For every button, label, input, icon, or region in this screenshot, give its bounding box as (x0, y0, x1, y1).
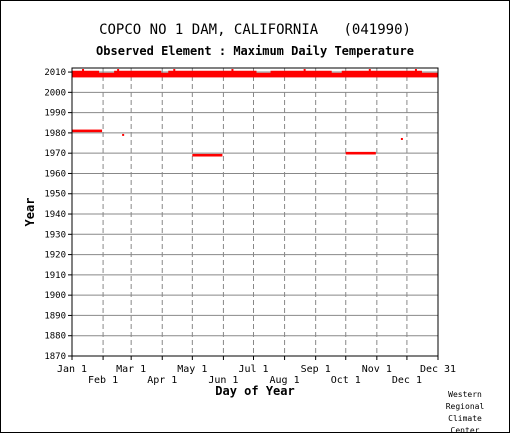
y-tick-label: 1920 (44, 251, 66, 261)
y-tick-label: 1880 (44, 332, 66, 342)
x-tick-label: Dec 1 (392, 375, 422, 386)
x-tick-label: Aug 1 (270, 375, 300, 386)
credit-block: Western Regional Climate Center (435, 389, 495, 433)
y-tick-label: 1990 (44, 109, 66, 119)
y-tick-label: 1940 (44, 210, 66, 220)
x-tick-label: Nov 1 (362, 364, 392, 375)
x-tick-label: Dec 31 (420, 364, 456, 375)
credit-line: Climate (448, 414, 482, 423)
x-tick-label: Oct 1 (331, 375, 361, 386)
y-axis-label: Year (23, 198, 37, 227)
plot-area-border (71, 67, 439, 357)
x-tick-label: May 1 (177, 364, 207, 375)
y-tick-label: 1910 (44, 271, 66, 281)
credit-line: Western (448, 390, 482, 399)
x-tick-label: Mar 1 (116, 364, 146, 375)
x-tick-label: Jun 1 (208, 375, 238, 386)
x-tick-label: Sep 1 (301, 364, 331, 375)
data-point (400, 137, 403, 140)
y-tick-label: 1930 (44, 230, 66, 240)
y-tick-label: 1870 (44, 352, 66, 362)
data-segment (72, 74, 438, 78)
y-tick-label: 1890 (44, 311, 66, 321)
chart-subtitle: Observed Element : Maximum Daily Tempera… (96, 44, 414, 58)
data-segment (192, 153, 223, 157)
credit-line: Regional (445, 402, 485, 411)
data-segment (341, 70, 422, 74)
data-point (82, 69, 85, 72)
data-segment (114, 70, 162, 74)
data-segment (345, 151, 376, 155)
x-tick-label: Apr 1 (147, 375, 177, 386)
y-tick-label: 1960 (44, 169, 66, 179)
data-point (368, 69, 371, 72)
x-tick-label: Jul 1 (238, 364, 268, 375)
data-segment (72, 72, 438, 76)
x-tick-label: Feb 1 (88, 375, 118, 386)
y-tick-label: 2010 (44, 68, 66, 78)
y-tick-label: 2000 (44, 88, 66, 98)
data-segment (270, 70, 332, 74)
y-tick-label: 1950 (44, 190, 66, 200)
y-tick-label: 1980 (44, 129, 66, 139)
data-segment (168, 70, 257, 74)
data-point (303, 69, 306, 72)
data-point (414, 69, 417, 72)
credit-line: Center (450, 426, 480, 433)
chart-title: COPCO NO 1 DAM, CALIFORNIA (041990) (99, 22, 411, 38)
data-segment (72, 70, 100, 74)
y-tick-label: 1900 (44, 291, 66, 301)
y-tick-label: 1970 (44, 149, 66, 159)
data-point (117, 69, 120, 72)
x-axis-label: Day of Year (215, 384, 294, 398)
x-tick-label: Jan 1 (57, 364, 87, 375)
data-point (122, 133, 125, 136)
data-point (231, 69, 234, 72)
data-point (173, 69, 176, 72)
data-segment (72, 129, 103, 133)
